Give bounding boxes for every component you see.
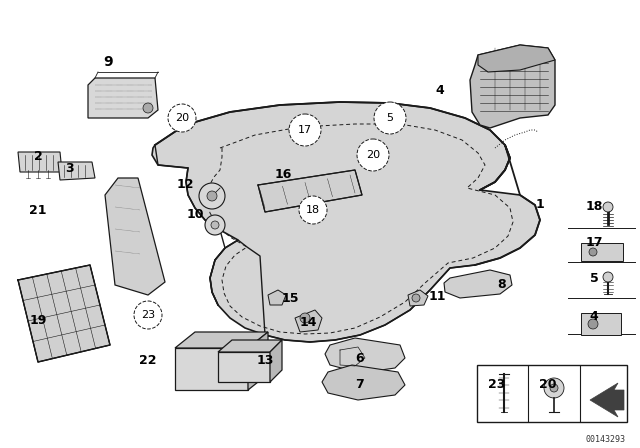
Circle shape: [289, 114, 321, 146]
Polygon shape: [152, 102, 540, 342]
Polygon shape: [444, 270, 512, 298]
Polygon shape: [58, 162, 95, 180]
Text: 17: 17: [298, 125, 312, 135]
Polygon shape: [408, 290, 428, 306]
Text: 20: 20: [175, 113, 189, 123]
Text: 23: 23: [141, 310, 155, 320]
Text: 3: 3: [66, 161, 74, 175]
Polygon shape: [295, 310, 322, 332]
Text: 22: 22: [140, 353, 157, 366]
Text: 4: 4: [589, 310, 598, 323]
Circle shape: [589, 248, 597, 256]
Polygon shape: [325, 338, 405, 373]
Polygon shape: [18, 265, 110, 362]
Circle shape: [199, 183, 225, 209]
Circle shape: [550, 384, 558, 392]
Polygon shape: [470, 45, 555, 128]
Polygon shape: [248, 332, 268, 390]
FancyBboxPatch shape: [581, 313, 621, 335]
Circle shape: [300, 313, 310, 323]
Polygon shape: [322, 365, 405, 400]
FancyBboxPatch shape: [581, 243, 623, 261]
Circle shape: [207, 191, 217, 201]
Text: 23: 23: [488, 379, 506, 392]
Circle shape: [603, 202, 613, 212]
Circle shape: [603, 272, 613, 282]
Text: 5: 5: [387, 113, 394, 123]
Text: 14: 14: [300, 315, 317, 328]
Text: 1: 1: [536, 198, 545, 211]
Text: 8: 8: [498, 279, 506, 292]
Polygon shape: [258, 170, 362, 212]
Polygon shape: [268, 290, 286, 305]
Polygon shape: [218, 340, 282, 352]
Circle shape: [211, 221, 219, 229]
Text: 15: 15: [281, 292, 299, 305]
Text: 16: 16: [275, 168, 292, 181]
Text: 21: 21: [29, 203, 47, 216]
Text: 7: 7: [356, 379, 364, 392]
Circle shape: [544, 378, 564, 398]
Text: 19: 19: [29, 314, 47, 327]
Circle shape: [299, 196, 327, 224]
Text: 18: 18: [586, 201, 603, 214]
Polygon shape: [88, 78, 158, 118]
Polygon shape: [270, 340, 282, 382]
Circle shape: [134, 301, 162, 329]
Circle shape: [168, 104, 196, 132]
Text: 13: 13: [256, 353, 274, 366]
Text: 10: 10: [186, 208, 204, 221]
Text: 5: 5: [589, 272, 598, 285]
Circle shape: [412, 294, 420, 302]
Circle shape: [588, 319, 598, 329]
Circle shape: [374, 102, 406, 134]
Polygon shape: [18, 152, 62, 172]
Circle shape: [205, 215, 225, 235]
Text: 2: 2: [34, 151, 42, 164]
Text: 4: 4: [436, 83, 444, 96]
Text: 20: 20: [540, 379, 557, 392]
FancyBboxPatch shape: [477, 365, 627, 422]
Polygon shape: [478, 45, 555, 72]
Text: 6: 6: [356, 352, 364, 365]
Polygon shape: [590, 383, 624, 417]
Circle shape: [143, 103, 153, 113]
Text: 12: 12: [176, 178, 194, 191]
Text: 17: 17: [585, 237, 603, 250]
Polygon shape: [175, 332, 268, 348]
Text: 9: 9: [103, 55, 113, 69]
Text: 11: 11: [428, 289, 445, 302]
Polygon shape: [218, 352, 270, 382]
Text: 00143293: 00143293: [586, 435, 626, 444]
Polygon shape: [175, 348, 248, 390]
Text: 20: 20: [366, 150, 380, 160]
Polygon shape: [105, 178, 165, 295]
Circle shape: [357, 139, 389, 171]
Text: 18: 18: [306, 205, 320, 215]
